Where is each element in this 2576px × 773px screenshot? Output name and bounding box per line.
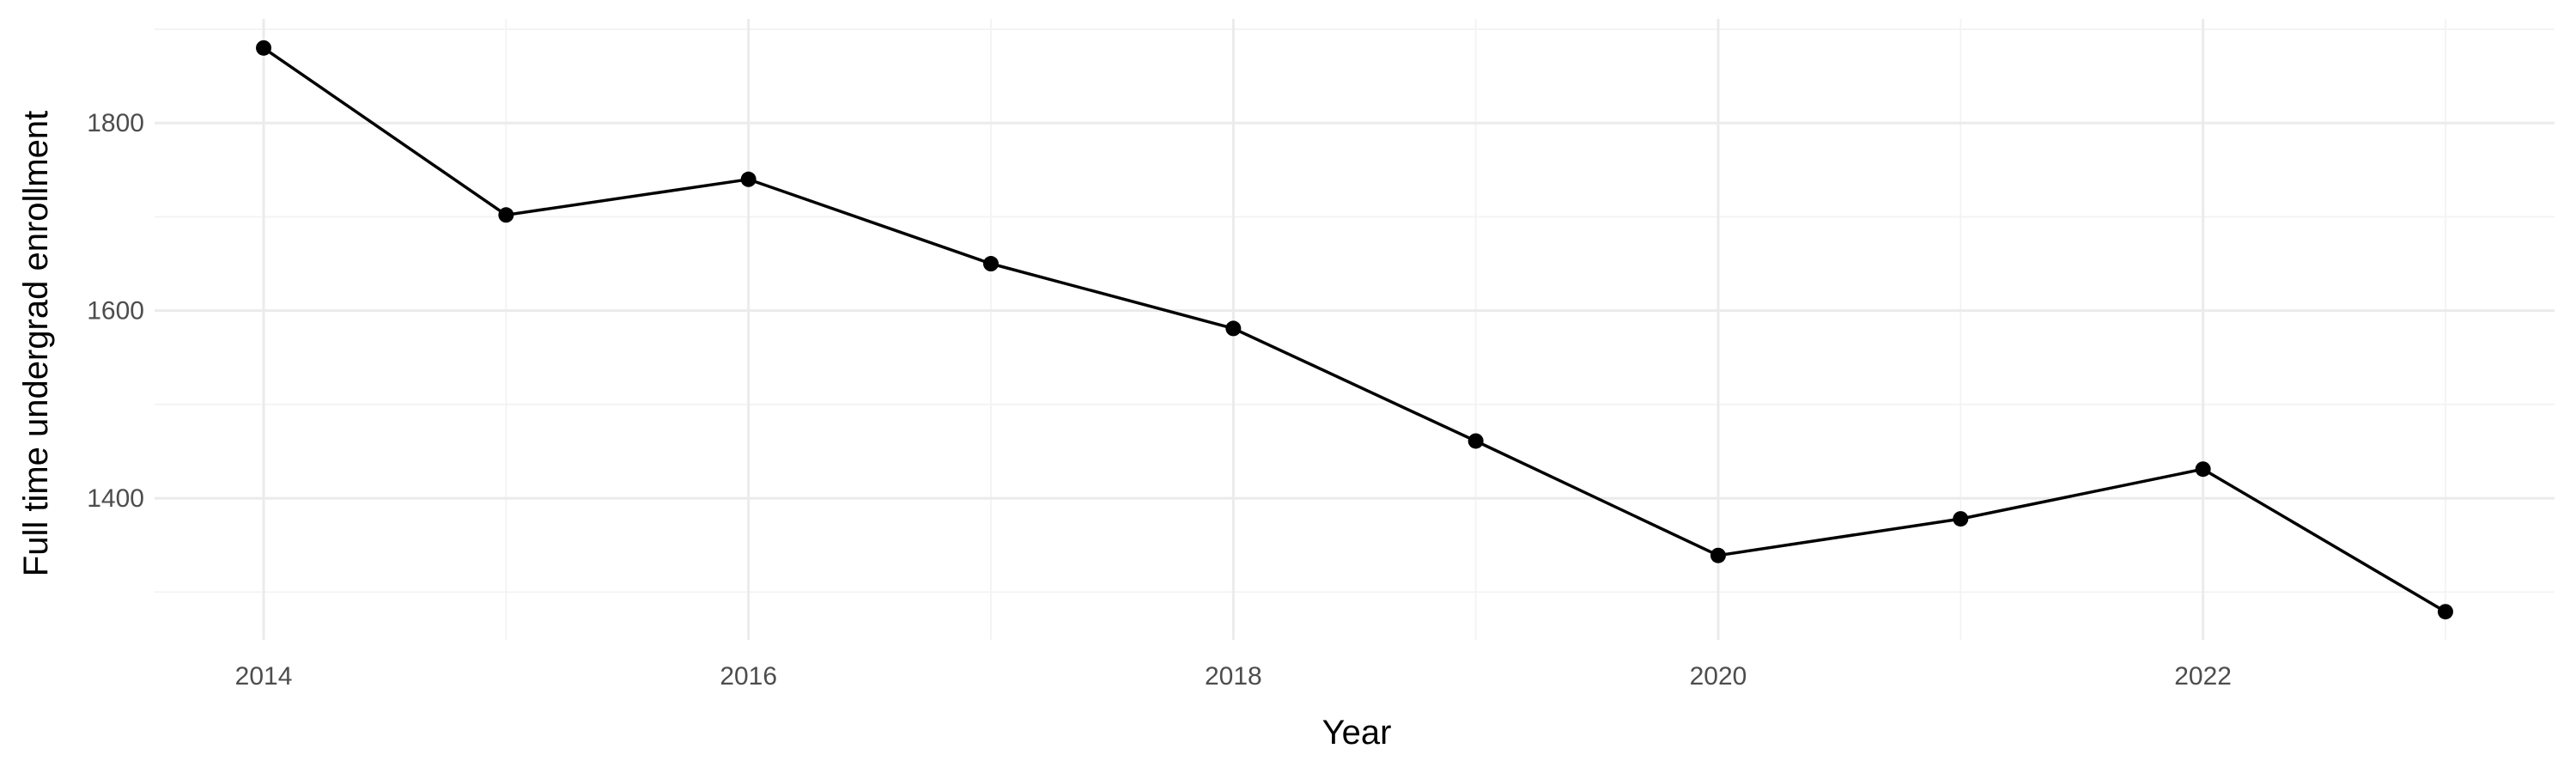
x-tick-label: 2014 [235, 662, 293, 691]
data-point [1467, 433, 1484, 449]
y-tick-label: 1600 [87, 297, 144, 326]
y-tick-label: 1400 [87, 484, 144, 513]
x-axis-title: Year [1322, 714, 1392, 752]
x-tick-label: 2022 [2174, 662, 2232, 691]
y-axis-title: Full time undergrad enrollment [17, 111, 55, 576]
y-tick-label: 1800 [87, 109, 144, 137]
series-line [263, 46, 2446, 613]
data-points [256, 40, 2453, 620]
data-point [2195, 461, 2211, 478]
data-series [256, 40, 2453, 620]
tick-labels: 2014 2016 2018 2020 2022 1400 1600 1800 [87, 109, 2232, 691]
data-point [256, 40, 272, 56]
grid [155, 19, 2555, 640]
data-point [983, 256, 999, 272]
data-point [1953, 511, 1969, 527]
data-point [498, 207, 514, 223]
x-tick-label: 2020 [1690, 662, 1747, 691]
x-tick-label: 2016 [720, 662, 777, 691]
data-point [740, 171, 756, 187]
data-point [1225, 320, 1242, 337]
x-tick-label: 2018 [1205, 662, 1262, 691]
data-point [2437, 604, 2453, 620]
data-point [1710, 547, 1726, 563]
